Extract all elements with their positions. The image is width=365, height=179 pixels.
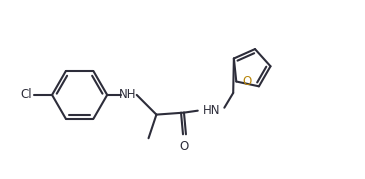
Text: NH: NH bbox=[119, 88, 137, 101]
Text: HN: HN bbox=[203, 104, 220, 117]
Text: Cl: Cl bbox=[21, 88, 32, 101]
Text: O: O bbox=[242, 75, 251, 88]
Text: O: O bbox=[179, 140, 189, 153]
